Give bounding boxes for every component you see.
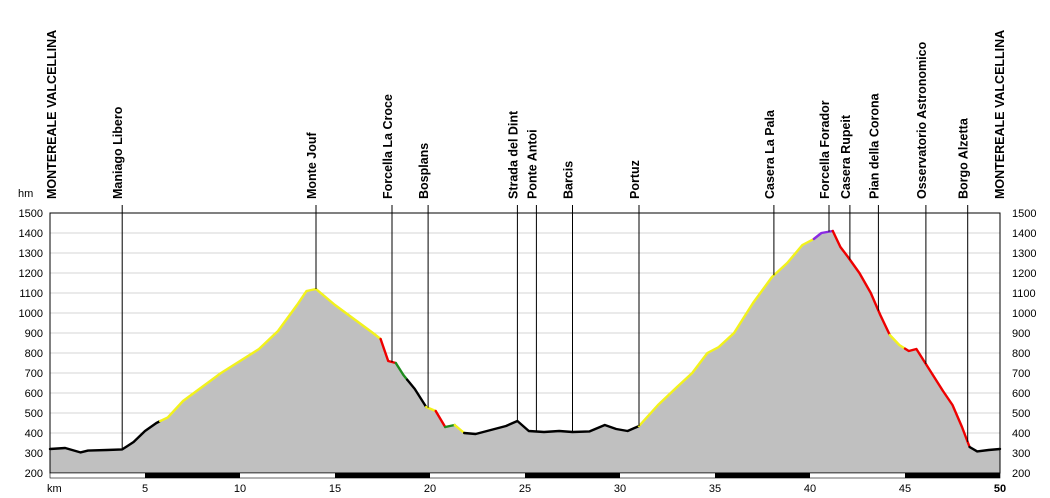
profile-segment-red	[379, 337, 397, 365]
profile-segment-yellow	[159, 287, 382, 423]
y-tick-label-left: 1000	[19, 308, 43, 320]
profile-segment-yellow	[888, 333, 907, 350]
y-tick-label-left: 1400	[19, 228, 43, 240]
x-tick-label: 15	[329, 483, 341, 495]
y-axis-left: 200 300 400 500 600 700 800 900 1000 1100 1200 1300…	[19, 208, 43, 480]
waypoint-label: Bosplans	[417, 143, 431, 199]
y-tick-label-left: 700	[25, 368, 43, 380]
y-tick-label-left: 1100	[19, 288, 43, 300]
x-tick-label: 35	[709, 483, 721, 495]
x-tick-label: 25	[519, 483, 531, 495]
waypoint-label: MONTEREALE VALCELLINA	[993, 30, 1007, 199]
x-tick-label: 45	[899, 483, 911, 495]
waypoint-label: Casera La Pala	[763, 109, 777, 199]
waypoint-label: Pian della Corona	[867, 92, 881, 199]
y-tick-label-left: 500	[25, 408, 43, 420]
waypoint-markers: MONTEREALE VALCELLINA Maniago Libero Monte…	[45, 30, 1007, 450]
profile-segment-black	[48, 419, 162, 454]
scale-bar-block	[145, 473, 240, 478]
profile-segment-yellow	[637, 237, 815, 428]
y-tick-label-right: 1300	[1012, 248, 1036, 260]
waypoint-label: Osservatorio Astronomico	[915, 41, 929, 199]
y-tick-label-left: 400	[25, 428, 43, 440]
x-axis-label: km	[47, 483, 62, 495]
y-tick-label-right: 900	[1012, 328, 1030, 340]
y-tick-label-left: 1500	[19, 208, 43, 220]
y-tick-label-right: 300	[1012, 448, 1030, 460]
y-tick-label-right: 1000	[1012, 308, 1036, 320]
y-tick-label-left: 600	[25, 388, 43, 400]
y-tick-label-right: 400	[1012, 428, 1030, 440]
y-tick-label-right: 200	[1012, 468, 1030, 480]
x-tick-label: 30	[614, 483, 626, 495]
profile-segment-green	[394, 361, 409, 381]
elevation-profile-line	[48, 229, 1002, 454]
profile-segment-black	[968, 445, 1002, 453]
waypoint-label: Forcella Forador	[818, 100, 832, 199]
y-tick-label-right: 1500	[1012, 208, 1036, 220]
scale-bar-block	[715, 473, 810, 478]
y-tick-label-left: 300	[25, 448, 43, 460]
profile-segment-red	[434, 409, 447, 429]
y-tick-label-right: 800	[1012, 348, 1030, 360]
y-tick-label-left: 200	[25, 468, 43, 480]
y-tick-label-left: 800	[25, 348, 43, 360]
scale-bar-block	[525, 473, 620, 478]
waypoint-label: Maniago Libero	[111, 106, 125, 199]
distance-scale-bar	[49, 472, 1001, 479]
scale-bar-block	[905, 473, 1000, 478]
y-tick-label-left: 900	[25, 328, 43, 340]
profile-segment-red	[831, 229, 891, 337]
profile-segment-green	[444, 423, 456, 429]
x-tick-label: 40	[804, 483, 816, 495]
profile-segment-black	[406, 378, 428, 409]
y-tick-label-right: 1400	[1012, 228, 1036, 240]
waypoint-label: Forcella La Croce	[381, 94, 395, 199]
profile-segment-yellow	[453, 423, 466, 435]
x-axis: 5 10 15 20 25 30 35 40 45 50	[142, 483, 1006, 495]
waypoint-label: Portuz	[628, 160, 642, 199]
scale-bar-block	[335, 473, 430, 478]
x-tick-label: 50	[994, 483, 1006, 495]
waypoint-label: Casera Rupeit	[839, 114, 853, 199]
x-tick-label: 10	[234, 483, 246, 495]
waypoint-label: Borgo Alzetta	[957, 117, 971, 199]
x-tick-label: 5	[142, 483, 148, 495]
y-tick-label-right: 600	[1012, 388, 1030, 400]
profile-segment-black	[463, 419, 641, 436]
x-tick-label: 20	[424, 483, 436, 495]
y-tick-label-right: 500	[1012, 408, 1030, 420]
y-tick-label-right: 700	[1012, 368, 1030, 380]
waypoint-label: Barcis	[562, 161, 576, 199]
waypoint-label: Strada del Dint	[506, 110, 520, 199]
y-tick-label-left: 1200	[19, 268, 43, 280]
waypoint-label: MONTEREALE VALCELLINA	[45, 30, 59, 199]
y-tick-label-left: 1300	[19, 248, 43, 260]
y-axis-right: 200 300 400 500 600 700 800 900 1000 1100 1200 1300…	[1012, 208, 1036, 480]
profile-segment-red	[903, 347, 971, 449]
y-axis-label: hm	[18, 188, 33, 200]
y-tick-label-right: 1200	[1012, 268, 1036, 280]
waypoint-label: Monte Jouf	[305, 132, 319, 199]
waypoint-label: Ponte Antoi	[525, 129, 539, 199]
y-tick-label-right: 1100	[1012, 288, 1036, 300]
elevation-area	[50, 231, 1000, 473]
